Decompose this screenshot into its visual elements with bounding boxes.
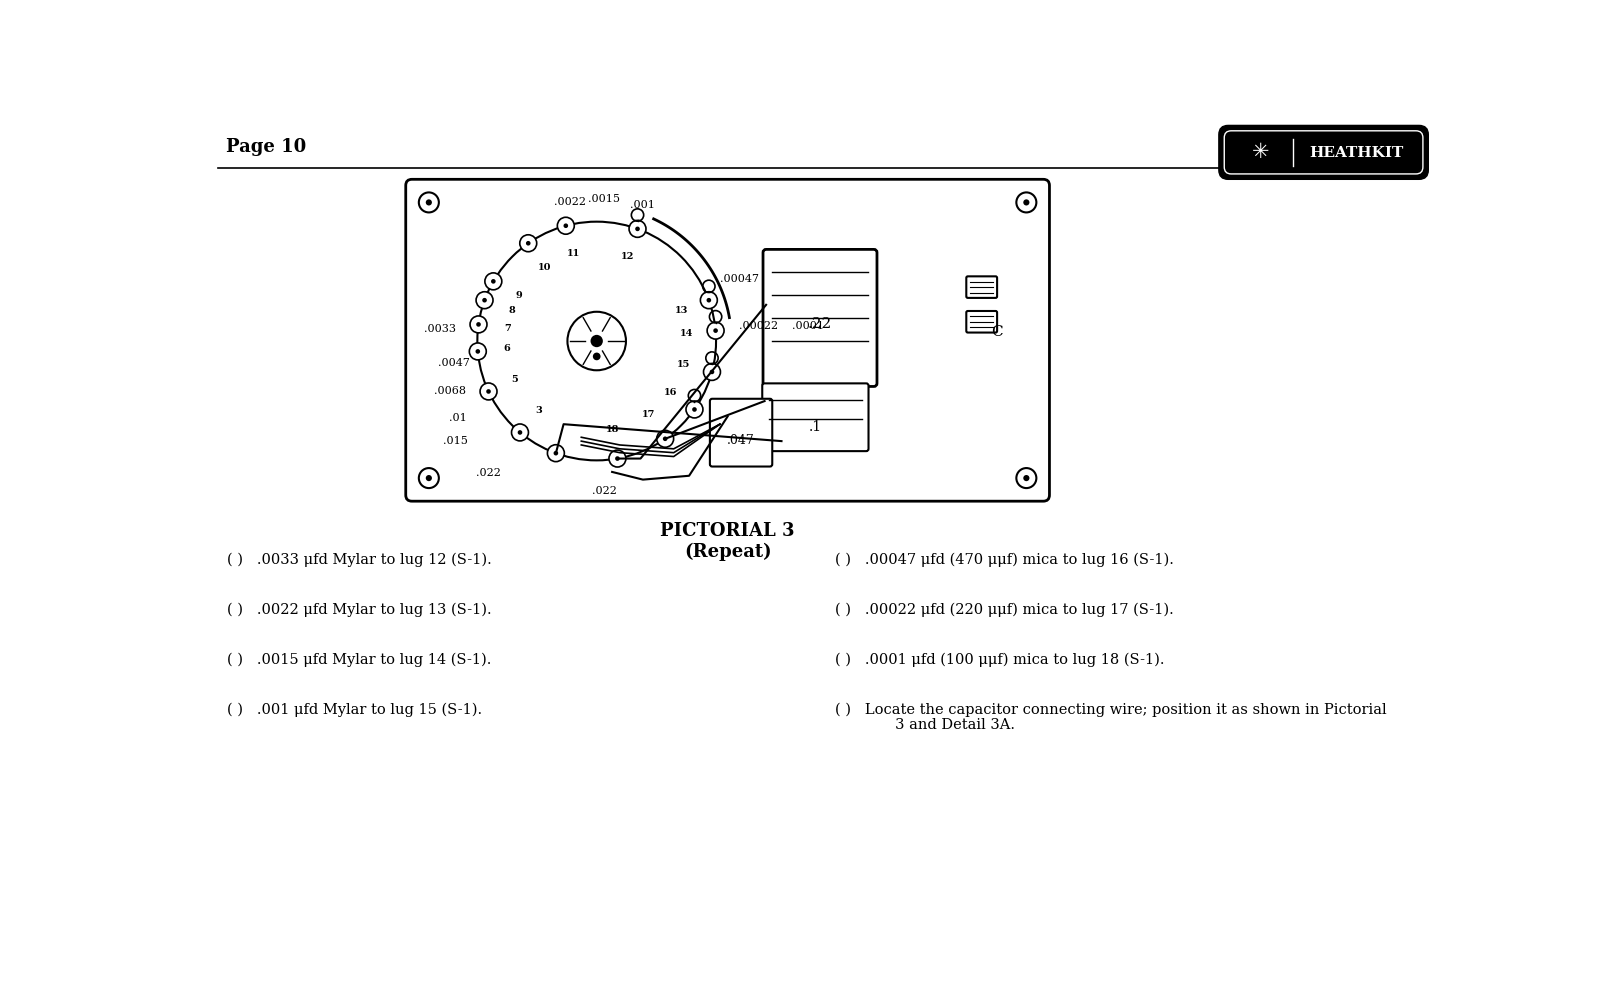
- Text: .0001: .0001: [792, 321, 824, 331]
- Circle shape: [563, 224, 568, 228]
- Text: .1: .1: [810, 420, 822, 434]
- Circle shape: [419, 468, 438, 489]
- Text: HEATHKIT: HEATHKIT: [1309, 146, 1403, 160]
- Text: .0047: .0047: [438, 358, 470, 368]
- Circle shape: [426, 475, 432, 481]
- Circle shape: [707, 298, 710, 302]
- Circle shape: [557, 217, 574, 234]
- Circle shape: [486, 389, 491, 393]
- Text: C: C: [992, 325, 1003, 338]
- Circle shape: [485, 273, 502, 289]
- Circle shape: [475, 349, 480, 354]
- Circle shape: [701, 291, 717, 309]
- Circle shape: [614, 456, 619, 461]
- Circle shape: [662, 437, 667, 441]
- Circle shape: [1016, 192, 1037, 213]
- Text: 3 and Detail 3A.: 3 and Detail 3A.: [835, 718, 1016, 733]
- Circle shape: [594, 352, 600, 360]
- Text: ( )   .00047 μfd (470 μμf) mica to lug 16 (S-1).: ( ) .00047 μfd (470 μμf) mica to lug 16 …: [835, 552, 1174, 567]
- Circle shape: [686, 401, 702, 418]
- FancyBboxPatch shape: [406, 180, 1050, 501]
- Text: ( )   .0033 μfd Mylar to lug 12 (S-1).: ( ) .0033 μfd Mylar to lug 12 (S-1).: [227, 552, 491, 567]
- Circle shape: [1024, 475, 1029, 481]
- Text: 15: 15: [677, 360, 691, 369]
- Text: ( )   .0015 μfd Mylar to lug 14 (S-1).: ( ) .0015 μfd Mylar to lug 14 (S-1).: [227, 653, 491, 667]
- Circle shape: [710, 370, 714, 374]
- Text: 5: 5: [512, 375, 518, 384]
- Circle shape: [547, 444, 565, 462]
- Circle shape: [477, 322, 482, 327]
- Circle shape: [518, 430, 522, 435]
- Text: 12: 12: [621, 252, 634, 261]
- Text: ✳: ✳: [1251, 142, 1269, 163]
- Circle shape: [469, 343, 486, 360]
- Text: 13: 13: [675, 306, 688, 315]
- Circle shape: [426, 199, 432, 205]
- Circle shape: [594, 337, 600, 344]
- Text: .0033: .0033: [424, 325, 456, 335]
- Text: 7: 7: [504, 324, 510, 333]
- Text: 3: 3: [536, 405, 542, 415]
- Circle shape: [526, 241, 531, 245]
- Text: 10: 10: [538, 263, 552, 272]
- Circle shape: [635, 227, 640, 232]
- Text: (Repeat): (Repeat): [683, 542, 771, 561]
- Circle shape: [482, 298, 486, 302]
- Text: ( )   Locate the capacitor connecting wire; position it as shown in Pictorial: ( ) Locate the capacitor connecting wire…: [835, 703, 1387, 717]
- Text: 18: 18: [606, 425, 619, 435]
- Text: .0022: .0022: [554, 197, 586, 207]
- Circle shape: [419, 192, 438, 213]
- Circle shape: [656, 431, 674, 447]
- Text: .001: .001: [630, 200, 656, 210]
- Text: Page 10: Page 10: [226, 138, 306, 156]
- Text: 17: 17: [642, 410, 654, 419]
- Text: ( )   .001 μfd Mylar to lug 15 (S-1).: ( ) .001 μfd Mylar to lug 15 (S-1).: [227, 703, 482, 717]
- Text: 8: 8: [509, 306, 515, 315]
- FancyBboxPatch shape: [762, 384, 869, 451]
- Text: .0015: .0015: [589, 193, 621, 204]
- Text: .22: .22: [808, 318, 832, 332]
- Text: ( )   .0001 μfd (100 μμf) mica to lug 18 (S-1).: ( ) .0001 μfd (100 μμf) mica to lug 18 (…: [835, 653, 1165, 667]
- FancyBboxPatch shape: [966, 277, 997, 298]
- Text: .022: .022: [592, 487, 618, 496]
- Circle shape: [704, 363, 720, 381]
- Circle shape: [520, 234, 536, 252]
- FancyBboxPatch shape: [966, 311, 997, 333]
- Text: .0068: .0068: [435, 387, 467, 396]
- Circle shape: [714, 329, 718, 333]
- Text: ( )   .0022 μfd Mylar to lug 13 (S-1).: ( ) .0022 μfd Mylar to lug 13 (S-1).: [227, 602, 491, 617]
- Text: PICTORIAL 3: PICTORIAL 3: [661, 522, 795, 540]
- Circle shape: [693, 407, 696, 412]
- Text: ( )   .00022 μfd (220 μμf) mica to lug 17 (S-1).: ( ) .00022 μfd (220 μμf) mica to lug 17 …: [835, 602, 1174, 617]
- Circle shape: [1016, 468, 1037, 489]
- Text: .00047: .00047: [720, 275, 758, 284]
- Circle shape: [480, 383, 498, 400]
- Circle shape: [629, 221, 646, 237]
- Text: .047: .047: [726, 434, 755, 447]
- Text: 14: 14: [680, 329, 693, 337]
- Text: 9: 9: [515, 291, 522, 300]
- Text: .022: .022: [477, 468, 501, 478]
- FancyBboxPatch shape: [1219, 126, 1429, 180]
- Text: 6: 6: [504, 344, 510, 353]
- Circle shape: [1024, 199, 1029, 205]
- FancyBboxPatch shape: [763, 249, 877, 387]
- Circle shape: [610, 450, 626, 467]
- Text: 11: 11: [566, 249, 581, 259]
- Circle shape: [512, 424, 528, 440]
- Circle shape: [554, 451, 558, 455]
- Text: .01: .01: [450, 413, 467, 423]
- Circle shape: [470, 316, 486, 333]
- FancyBboxPatch shape: [710, 398, 773, 467]
- Circle shape: [491, 279, 496, 284]
- Circle shape: [590, 335, 603, 347]
- Text: 16: 16: [664, 388, 677, 397]
- Text: .015: .015: [443, 437, 469, 446]
- Circle shape: [477, 291, 493, 309]
- Text: .00022: .00022: [739, 321, 778, 331]
- Circle shape: [707, 322, 725, 339]
